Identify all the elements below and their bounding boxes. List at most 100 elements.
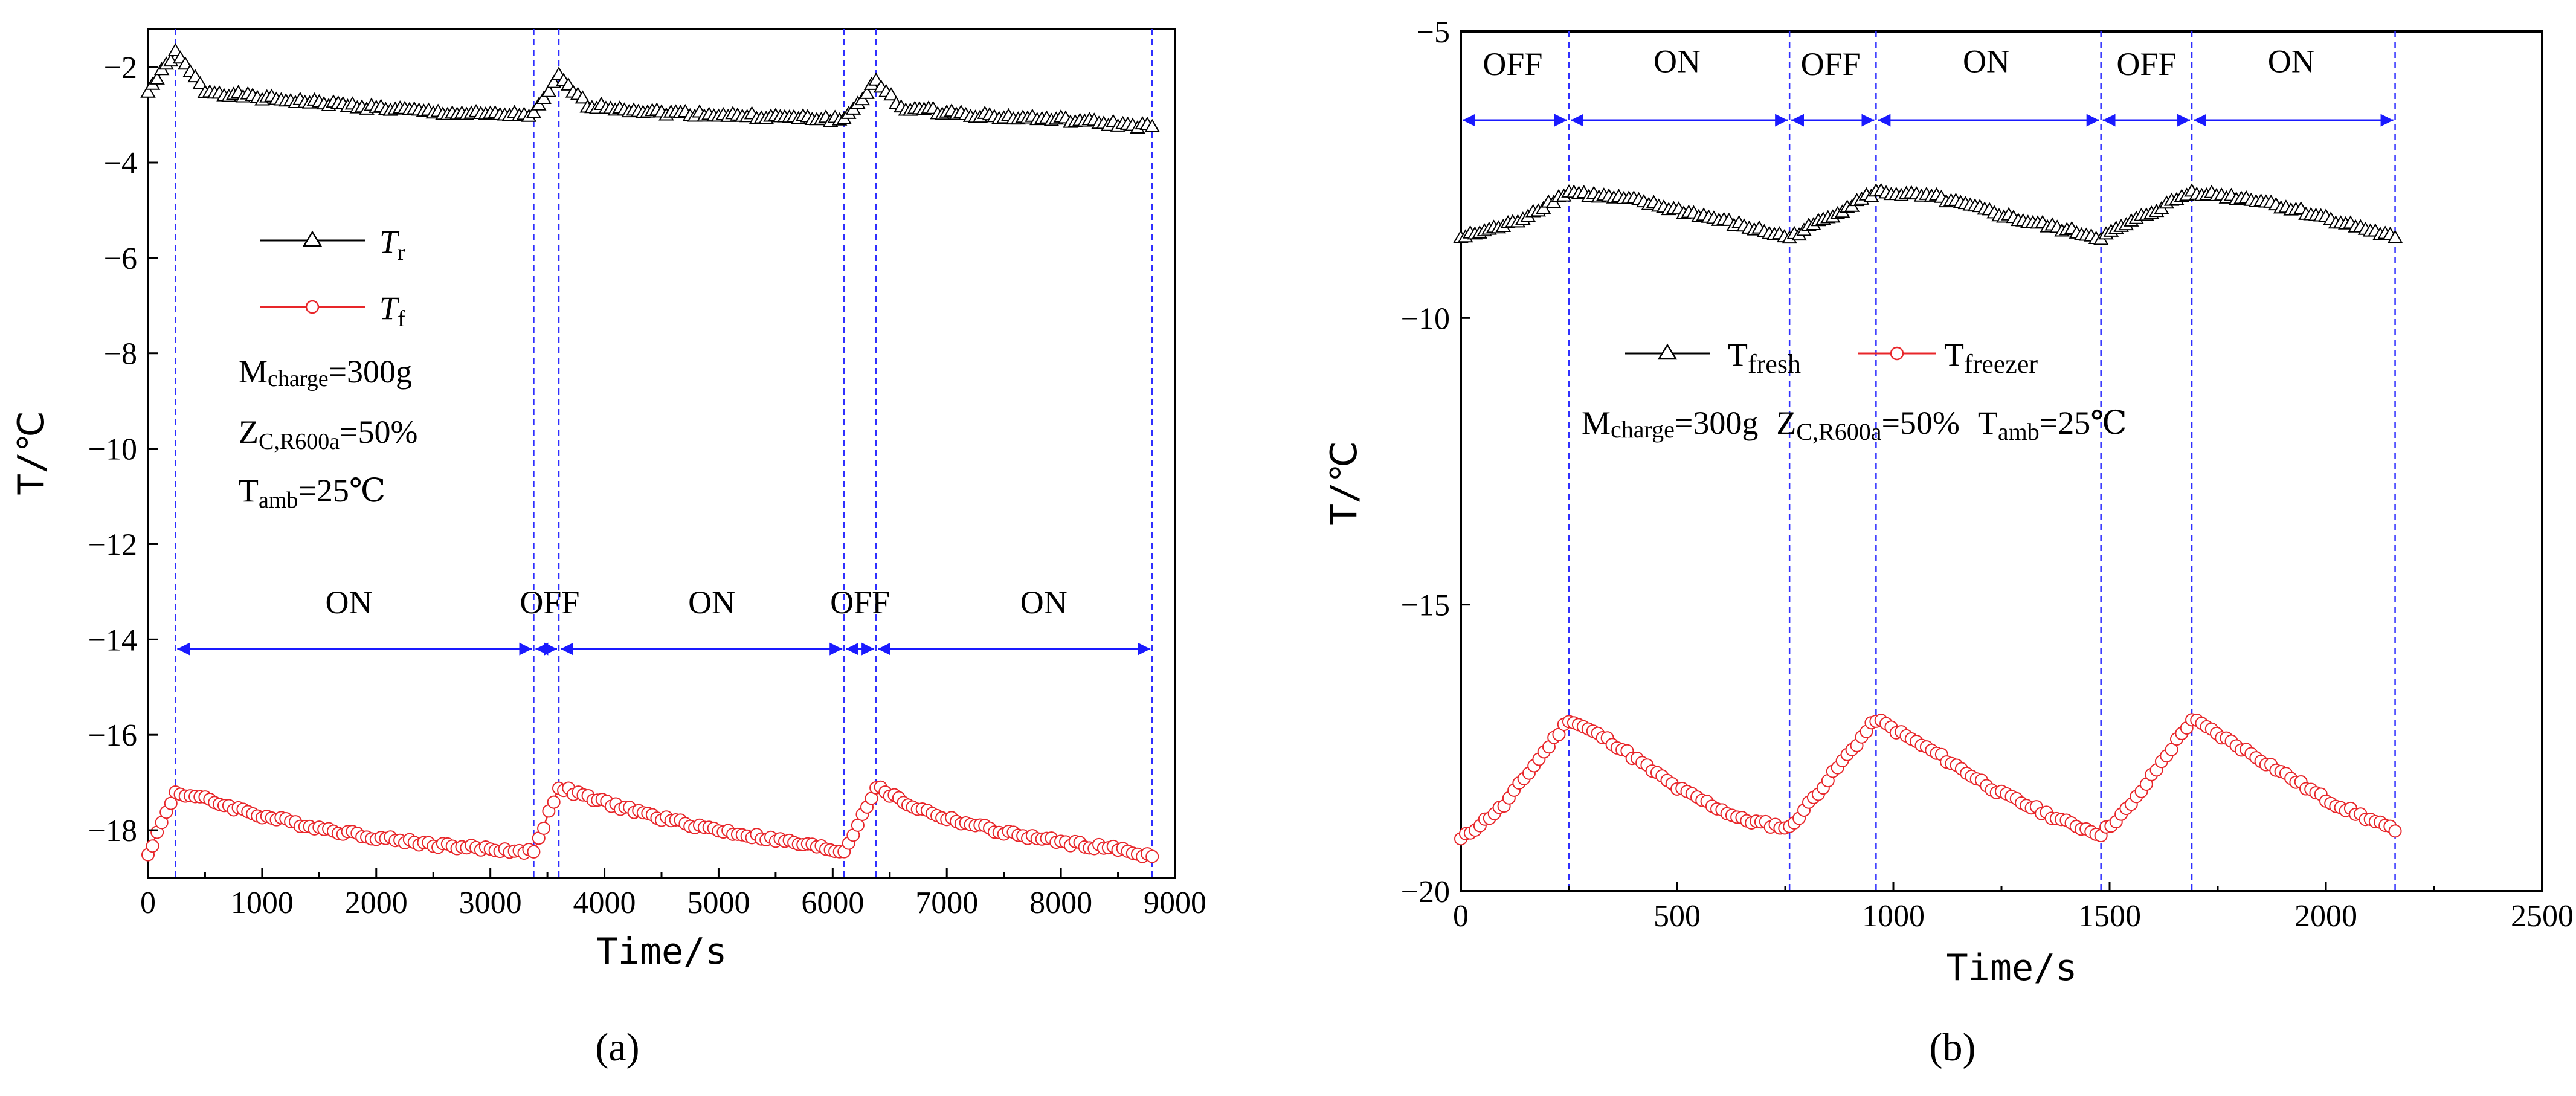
legend-sub-tf: f [398,306,405,332]
z-prefix-b: Z [1776,405,1796,441]
data-point [140,84,156,98]
z-sub-a: C,R600a [259,429,340,454]
legend-entry-tfreezer: Tfreezer [1858,337,2038,379]
state-label: ON [1020,584,1067,621]
y-tick-label: −18 [88,814,137,848]
data-point [531,97,547,111]
t-prefix-b: T [1978,405,1998,441]
data-point [575,90,591,104]
t-sub-a: amb [259,488,298,513]
data-point [536,91,552,105]
state-labels-a: ON OFF ON OFF ON [325,584,1067,621]
ticks-b: 0 500 1000 1500 2000 2500 −5 −10 −15 −20 [1401,15,2574,933]
ticks-a: 0 1000 2000 3000 4000 5000 6000 7000 8000 9000 −2 −… [88,51,1206,920]
state-label: ON [1653,43,1701,79]
y-tick-label: −14 [88,623,137,657]
y-axis-title-b: T/℃ [1323,441,1365,526]
data-point [868,72,884,86]
svg-text:ZC,R600a=50%: ZC,R600a=50% [239,414,418,454]
data-point [2387,230,2403,243]
x-axis-title-b: Time/s [1946,947,2078,989]
legend-symbol-tf: T [379,290,400,326]
legend-sub-tfresh: fresh [1748,349,1801,379]
z-val-b: =50% [1881,405,1959,441]
data-point [883,87,899,101]
data-point [859,85,875,99]
m-prefix-a: M [239,353,268,390]
x-tick-label: 8000 [1029,886,1092,920]
y-tick-label: −20 [1401,875,1450,909]
svg-text:Tr: Tr [379,224,405,265]
legend-sub-tr: r [398,240,405,265]
data-point [1144,118,1160,132]
conditions-a: Mcharge=300g ZC,R600a=50% Tamb=25℃ [239,353,418,513]
y-tick-label: −16 [88,718,137,753]
z-prefix-a: Z [239,414,259,450]
data-point [149,71,165,85]
x-axis-title-a: Time/s [596,930,727,973]
panel-label-b: (b) [1930,1025,1976,1069]
panel-b: 0 500 1000 1500 2000 2500−5−10−15−20 OFF ON OFF… [1323,15,2574,1069]
state-label: OFF [1483,46,1542,82]
z-sub-b: C,R600a [1796,418,1881,445]
state-label: ON [1963,43,2010,79]
svg-text:Tfresh: Tfresh [1728,337,1801,379]
legend-marker-triangle [1657,343,1678,360]
t-prefix-a: T [239,472,259,509]
x-tick-label: 2500 [2511,899,2574,933]
state-labels-b: OFF ON OFF ON OFF ON [1483,43,2314,82]
panel-label-a: (a) [595,1025,639,1069]
series-markers-tfreezer [1454,713,2402,846]
legend-symbol-tfreezer: T [1944,337,1964,373]
x-tick-label: 1500 [2078,899,2141,933]
series-layer-b [1453,182,2403,846]
state-label: ON [325,584,372,621]
data-point [167,43,184,57]
panel-a: 0 1000 2000 3000 4000 5000 6000 7000 8000 9000 −2 −… [10,28,1206,1069]
data-point [1145,849,1159,863]
x-tick-label: 2000 [2294,899,2357,933]
guides-b [1463,31,2396,891]
x-tick-label: 0 [1453,899,1469,933]
t-sub-b: amb [1998,418,2040,445]
y-axis-title-a: T/℃ [10,411,53,495]
x-tick-label: 500 [1653,899,1701,933]
y-tick-label: −15 [1401,588,1450,623]
legend-entry-tf: Tf [260,290,405,332]
conditions-b: Mcharge=300g ZC,R600a=50% Tamb=25℃ [1582,405,2127,445]
y-tick-label: −10 [88,433,137,467]
y-tick-label: −10 [1401,301,1450,336]
y-tick-label: −4 [104,146,137,181]
legend-marker-circle [1890,346,1904,361]
x-tick-label: 2000 [345,886,408,920]
state-label: OFF [830,584,890,621]
y-tick-label: −12 [88,527,137,562]
state-label: OFF [520,584,579,621]
x-tick-label: 1000 [1862,899,1925,933]
x-tick-label: 4000 [573,886,636,920]
x-tick-label: 7000 [915,886,978,920]
data-point [527,845,541,859]
state-label: ON [2268,43,2315,79]
data-point [547,795,561,809]
data-point [164,796,178,810]
svg-text:Tfreezer: Tfreezer [1944,337,2038,379]
state-label: OFF [1801,46,1861,82]
x-tick-label: 9000 [1144,886,1206,920]
x-tick-label: 6000 [801,886,864,920]
legend-sub-tfreezer: freezer [1964,349,2038,379]
legend-entry-tfresh: Tfresh [1625,337,1801,379]
y-tick-label: −6 [104,242,137,276]
guides-a [175,29,1153,878]
data-point [192,76,208,89]
state-label: ON [688,584,735,621]
plot-frame-b [1460,30,2543,892]
x-tick-label: 5000 [687,886,750,920]
m-sub-a: charge [268,366,329,392]
m-val-b: =300g [1675,405,1758,441]
z-val-a: =50% [340,414,417,450]
svg-text:Tamb=25℃: Tamb=25℃ [239,472,385,513]
legend-marker-triangle [302,230,323,247]
data-point [537,821,551,835]
